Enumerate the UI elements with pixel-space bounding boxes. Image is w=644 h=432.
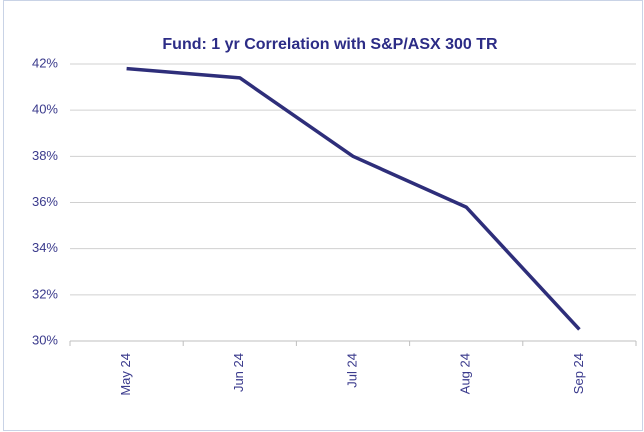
x-tick-label: Sep 24 [571,353,586,394]
x-tick-label: Jul 24 [344,353,359,388]
x-tick-label: Jun 24 [231,353,246,392]
y-tick-label: 34% [32,240,58,255]
y-tick-label: 30% [32,332,58,347]
y-tick-label: 32% [32,286,58,301]
y-tick-label: 42% [32,55,58,70]
chart-frame [3,0,643,431]
x-tick-label: Aug 24 [458,353,473,394]
chart-title: Fund: 1 yr Correlation with S&P/ASX 300 … [162,36,498,53]
y-tick-label: 40% [32,102,58,117]
data-line [126,66,581,331]
y-tick-label: 36% [32,194,58,209]
x-tick-label: May 24 [118,353,133,396]
y-tick-label: 38% [32,148,58,163]
